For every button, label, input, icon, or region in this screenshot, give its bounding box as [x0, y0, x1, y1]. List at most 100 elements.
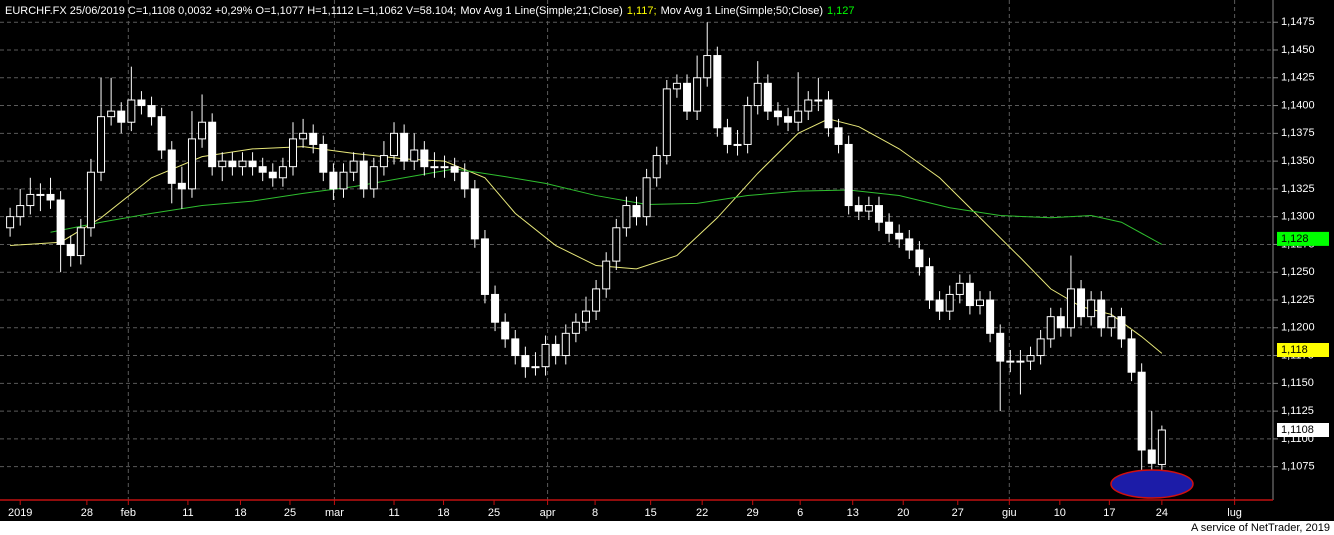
candle-body — [470, 188, 479, 240]
candle-body — [804, 99, 813, 112]
x-tick-label: 25 — [284, 507, 296, 519]
candle-body — [581, 310, 590, 323]
x-tick-label: 6 — [797, 507, 803, 519]
candle-body — [349, 160, 358, 173]
x-tick-label: 17 — [1103, 507, 1115, 519]
candle-body — [531, 366, 540, 369]
candle-body — [521, 355, 530, 368]
candle-body — [945, 293, 954, 312]
candle-body — [440, 166, 449, 169]
candle-body — [309, 132, 318, 145]
y-tick-label: 1,1075 — [1281, 461, 1315, 473]
x-tick-label: giu — [1002, 507, 1017, 519]
x-tick-label: 15 — [645, 507, 657, 519]
candle-body — [46, 193, 55, 201]
candle-body — [198, 121, 207, 140]
footer-bar — [0, 521, 1334, 535]
candle-body — [187, 138, 196, 190]
highlight-ellipse — [1110, 469, 1194, 499]
legend-name: Mov Avg 1 Line(Simple;21;Close) — [460, 5, 622, 17]
x-tick-label: mar — [325, 507, 344, 519]
y-tick-label: 1,1225 — [1281, 294, 1315, 306]
header: EURCHF.FX 25/06/2019 C=1,1108 0,0032 +0,… — [5, 5, 855, 17]
candle-body — [1036, 338, 1045, 357]
candle-body — [1087, 299, 1096, 318]
x-tick-label: lug — [1227, 507, 1242, 519]
candle-body — [177, 182, 186, 190]
legend-name: Mov Avg 1 Line(Simple;50;Close) — [661, 5, 823, 17]
candle-body — [511, 338, 520, 357]
x-tick-label: 24 — [1156, 507, 1168, 519]
candle-body — [1066, 288, 1075, 329]
candle-body — [86, 171, 95, 229]
candle-body — [874, 205, 883, 223]
y-tick-label: 1,1425 — [1281, 72, 1315, 84]
candle-body — [460, 171, 469, 190]
candle-body — [622, 205, 631, 229]
candle-body — [642, 177, 651, 218]
candle-body — [248, 160, 257, 168]
candle-body — [551, 343, 560, 357]
x-tick-label: 20 — [897, 507, 909, 519]
candle-body — [1026, 355, 1035, 362]
candle-body — [925, 266, 934, 301]
value-badge — [1277, 343, 1329, 357]
candle-body — [56, 199, 65, 245]
candle-body — [986, 299, 995, 334]
candle-body — [541, 343, 550, 368]
candle-body — [571, 321, 580, 334]
candle-body — [1016, 360, 1025, 363]
candle-body — [339, 171, 348, 190]
candle-body — [753, 82, 762, 107]
candle-body — [824, 99, 833, 129]
candle-body — [76, 227, 85, 257]
candle-body — [733, 143, 742, 146]
candle-body — [814, 99, 823, 102]
candle-body — [602, 260, 611, 290]
x-tick-label: 2019 — [8, 507, 32, 519]
candle-body — [935, 299, 944, 312]
candle-body — [561, 332, 570, 357]
candle-body — [652, 155, 661, 179]
x-tick-label: 28 — [81, 507, 93, 519]
candle-body — [743, 105, 752, 145]
y-tick-label: 1,1475 — [1281, 16, 1315, 28]
candle-body — [430, 166, 439, 169]
candle-body — [6, 216, 15, 229]
y-tick-label: 1,1450 — [1281, 44, 1315, 56]
candle-body — [1097, 299, 1106, 329]
candle-body — [137, 99, 146, 107]
x-tick-label: 22 — [696, 507, 708, 519]
candle-body — [97, 116, 106, 173]
value-badge — [1277, 231, 1329, 246]
candle-body — [885, 221, 894, 234]
x-tick-label: 25 — [488, 507, 500, 519]
moving-averages — [10, 118, 1163, 354]
candle-body — [329, 171, 338, 190]
candle-body — [127, 99, 136, 123]
candle-body — [359, 160, 368, 190]
candle-body — [632, 205, 641, 218]
candle-body — [258, 166, 267, 173]
candles — [6, 22, 1166, 482]
axes: 1,10751,11001,11251,11501,11751,12001,12… — [8, 16, 1329, 519]
y-tick-label: 1,1325 — [1281, 183, 1315, 195]
candle-body — [693, 77, 702, 112]
candle-body — [36, 193, 45, 196]
candle-body — [662, 88, 671, 157]
x-tick-label: 18 — [234, 507, 246, 519]
y-tick-label: 1,1400 — [1281, 99, 1315, 111]
candle-body — [1056, 316, 1065, 329]
candle-body — [1127, 338, 1136, 373]
candle-body — [915, 249, 924, 268]
candle-body — [773, 110, 782, 118]
candle-body — [288, 138, 297, 168]
x-tick-label: 8 — [592, 507, 598, 519]
candle-body — [763, 82, 772, 112]
candle-body — [1046, 316, 1055, 340]
candle-body — [1077, 288, 1086, 318]
footer: A service of NetTrader, 2019 — [1191, 522, 1330, 534]
candle-body — [480, 238, 489, 295]
value-badge — [1277, 423, 1329, 437]
candle-body — [965, 282, 974, 307]
